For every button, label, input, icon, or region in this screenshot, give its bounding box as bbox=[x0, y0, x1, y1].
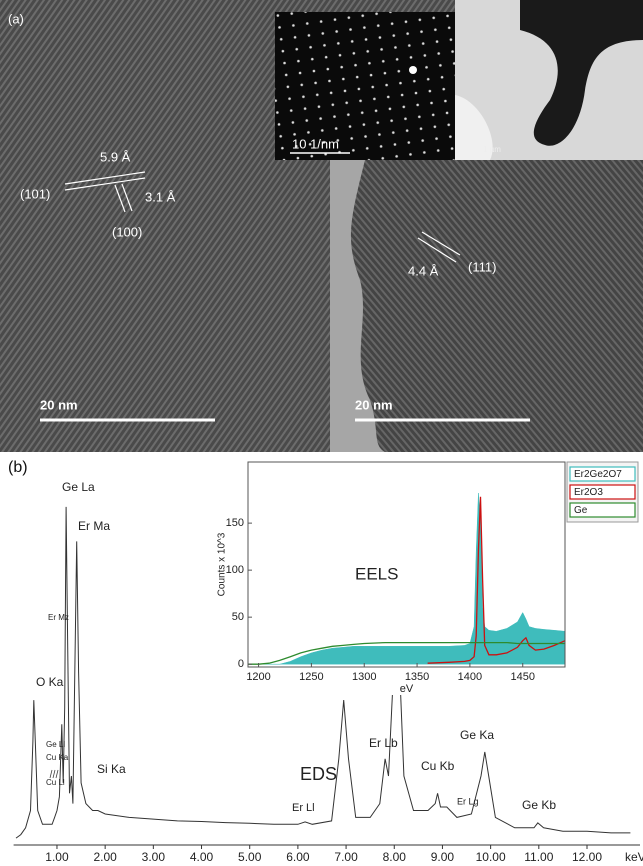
x-tick-label: 11.00 bbox=[524, 850, 553, 864]
legend-label: Ge bbox=[574, 505, 588, 516]
peak-marks bbox=[50, 770, 58, 778]
x-tick-label: 1300 bbox=[352, 671, 376, 683]
peak-label: O Ka bbox=[36, 675, 64, 689]
figure: (a) 5.9 Å (101) 3.1 Å (100) 4.4 Å (111) … bbox=[0, 0, 643, 866]
panel-label: (b) bbox=[8, 459, 28, 476]
x-tick-label: 1400 bbox=[458, 671, 482, 683]
panel-label: (a) bbox=[8, 11, 24, 26]
peak-label: Cu Ka bbox=[46, 753, 69, 762]
x-axis-label: keV bbox=[625, 850, 643, 864]
peak-label: Er Ma bbox=[78, 519, 110, 533]
chart-title: EELS bbox=[355, 564, 398, 583]
lattice-label: (111) bbox=[468, 259, 496, 274]
lattice-label: 4.4 Å bbox=[408, 263, 439, 278]
x-tick-label: 1.00 bbox=[45, 850, 69, 864]
peak-label: Ge Kb bbox=[522, 798, 556, 812]
central-spot bbox=[409, 66, 417, 74]
lattice-label: 5.9 Å bbox=[100, 149, 131, 164]
peak-label: Er Mz bbox=[48, 613, 69, 622]
eels-chart: 0 50 100 150 1200 1250 1300 1350 1400 1450 eV Count… bbox=[205, 455, 640, 695]
peak-label: Er Lb bbox=[369, 736, 398, 750]
peak-label: Er Ll bbox=[292, 802, 315, 814]
x-tick-label: 2.00 bbox=[93, 850, 117, 864]
x-tick-label: 9.00 bbox=[431, 850, 455, 864]
y-tick-label: 100 bbox=[226, 564, 244, 576]
x-tick-label: 12.00 bbox=[572, 850, 602, 864]
y-tick-label: 150 bbox=[226, 517, 244, 529]
peak-label: Si Ka bbox=[97, 762, 126, 776]
legend-label: Er2O3 bbox=[574, 487, 603, 498]
x-tick-label: 5.00 bbox=[238, 850, 262, 864]
x-tick-label: 8.00 bbox=[383, 850, 407, 864]
peak-label: Cu Kb bbox=[421, 759, 455, 773]
x-tick-label: 1200 bbox=[246, 671, 270, 683]
peak-label: Ge Ll bbox=[46, 740, 65, 749]
y-axis-label: Counts x 10^3 bbox=[217, 532, 228, 596]
x-tick-label: 7.00 bbox=[334, 850, 358, 864]
scale-label: 1 µm bbox=[483, 145, 501, 154]
x-tick-label: 3.00 bbox=[142, 850, 166, 864]
peak-label: Ge Ka bbox=[460, 728, 494, 742]
chart-title: EDS bbox=[300, 764, 337, 784]
lattice-label: (100) bbox=[112, 224, 142, 239]
page: (a) 5.9 Å (101) 3.1 Å (100) 4.4 Å (111) … bbox=[0, 0, 643, 866]
x-tick-label: 4.00 bbox=[190, 850, 214, 864]
peak-label: Er Lg bbox=[457, 796, 479, 806]
x-tick-label: 1350 bbox=[405, 671, 429, 683]
peak-label: Ge La bbox=[62, 480, 95, 494]
legend-label: Er2Ge2O7 bbox=[574, 469, 622, 480]
scale-label: 20 nm bbox=[40, 397, 78, 412]
x-tick-label: 1250 bbox=[299, 671, 323, 683]
scale-label: 20 nm bbox=[355, 397, 393, 412]
x-axis-label: eV bbox=[400, 683, 414, 695]
lattice-label: (101) bbox=[20, 186, 50, 201]
peak-label: Cu Ll bbox=[46, 778, 65, 787]
x-tick-label: 10.00 bbox=[476, 850, 506, 864]
lattice-label: 3.1 Å bbox=[145, 189, 176, 204]
y-tick-label: 0 bbox=[238, 658, 244, 670]
x-tick-label: 1450 bbox=[510, 671, 534, 683]
scale-label: 10 1/nm bbox=[292, 136, 339, 151]
x-tick-label: 6.00 bbox=[286, 850, 310, 864]
y-tick-label: 50 bbox=[232, 611, 244, 623]
